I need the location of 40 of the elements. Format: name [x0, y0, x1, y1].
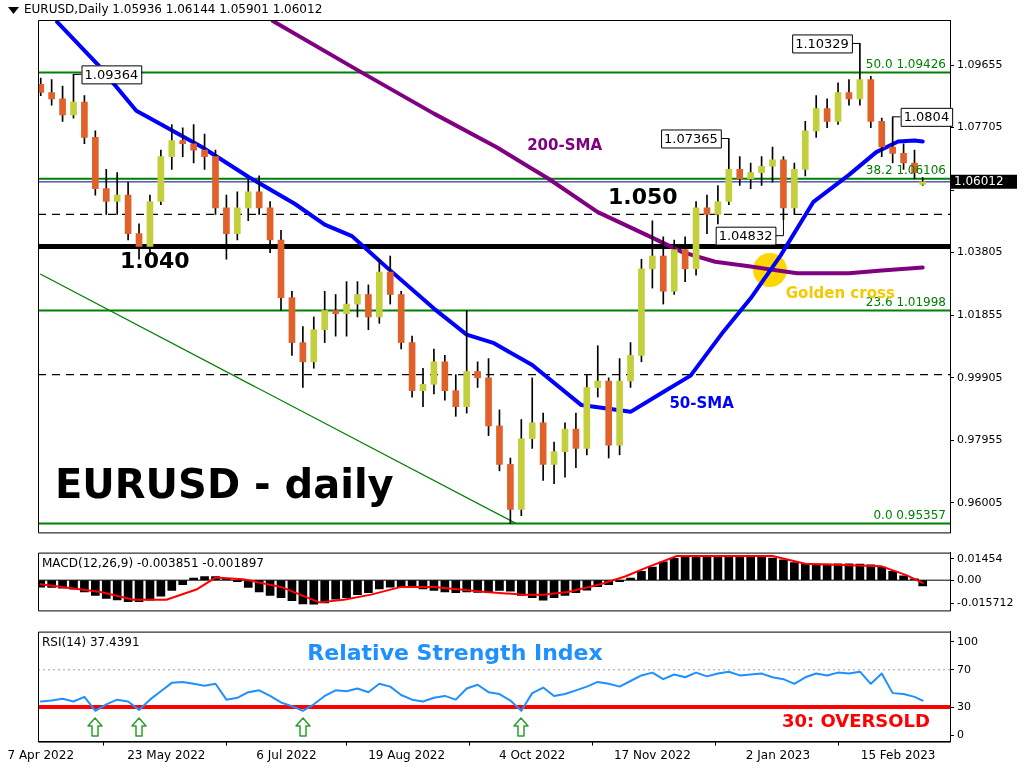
x-tick-label: 17 Nov 2022	[613, 747, 691, 762]
x-tick-label: 4 Oct 2022	[498, 747, 566, 762]
x-tick-label: 7 Apr 2022	[7, 747, 75, 762]
y-tick-label: 1.03805	[957, 245, 1003, 259]
annotation: EURUSD - daily	[55, 461, 394, 507]
y-tick-label: 0.96005	[957, 495, 1003, 509]
series-label: 50-SMA	[669, 394, 735, 413]
chart-title: EURUSD,Daily 1.05936 1.06144 1.05901 1.06012	[24, 2, 323, 17]
ref-line-label: 1.06012	[954, 173, 1004, 188]
y-tick-label: 1.07705	[957, 120, 1003, 134]
y-tick-label: 0.00	[957, 573, 982, 587]
y-tick-label: 70	[957, 662, 971, 676]
x-tick-label: 2 Jan 2023	[745, 747, 811, 762]
x-tick-label: 15 Feb 2023	[860, 747, 936, 762]
y-tick-label: 1.01855	[957, 308, 1003, 322]
x-tick-label: 23 May 2022	[127, 747, 206, 762]
annotation: Relative Strength Index	[307, 640, 603, 666]
y-tick-label: 0.97955	[957, 433, 1003, 447]
annotation: 1.10329	[795, 35, 849, 51]
ref-line-label: 50.0 1.09426	[865, 56, 946, 71]
y-tick-label: 0.99905	[957, 370, 1003, 384]
ref-line-label: 0.0 0.95357	[873, 507, 946, 522]
y-tick-label: 30	[957, 699, 971, 713]
annotation: 1.07365	[664, 130, 718, 146]
x-tick-label: 19 Aug 2022	[368, 747, 446, 762]
series-label: 200-SMA	[527, 135, 603, 154]
ref-line-label: 1.040	[120, 248, 190, 274]
y-tick-label: 1.09655	[957, 57, 1003, 71]
y-tick-label: -0.015712	[957, 595, 1014, 609]
chart-title: MACD(12,26,9) -0.003851 -0.001897	[42, 555, 264, 570]
x-tick-label: 6 Jul 2022	[256, 747, 317, 762]
y-tick-label: 0.01454	[957, 551, 1003, 565]
y-tick-label: 100	[957, 634, 978, 648]
ref-line-label: 1.050	[608, 184, 678, 210]
chart-title: RSI(14) 37.4391	[42, 634, 140, 649]
y-tick-label: 0	[957, 727, 964, 741]
annotation: 1.04832	[718, 228, 773, 244]
annotation: 1.09364	[84, 66, 139, 82]
annotation: 1.0804	[903, 109, 950, 125]
ref-line-label: 30: OVERSOLD	[781, 709, 930, 731]
